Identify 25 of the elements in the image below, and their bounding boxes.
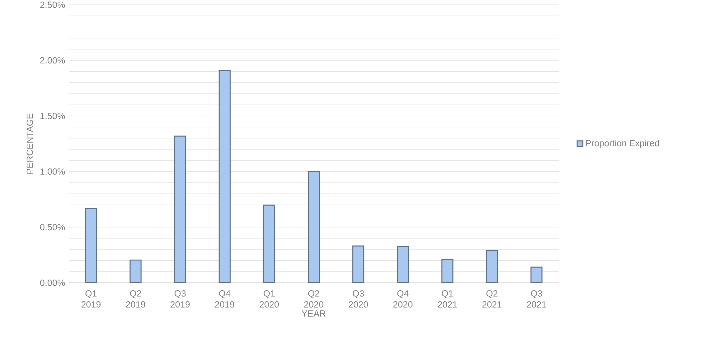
x-tick-label: Q2 2021 bbox=[482, 290, 502, 308]
bar bbox=[308, 171, 320, 283]
x-tick-label: Q3 2020 bbox=[349, 290, 368, 308]
x-tick-label: Q4 2020 bbox=[394, 290, 413, 308]
x-tick-label: Q1 2019 bbox=[82, 290, 101, 308]
x-tick-label: Q3 2021 bbox=[527, 290, 546, 308]
y-tick-label: 2.00% bbox=[40, 57, 66, 64]
legend-label: Proportion Expired bbox=[586, 140, 660, 148]
bar bbox=[263, 204, 276, 283]
y-tick-label: 1.00% bbox=[40, 168, 66, 175]
y-axis-title: PERCENTAGE bbox=[26, 114, 34, 174]
x-tick-label: Q1 2021 bbox=[438, 290, 458, 308]
x-tick-label: Q3 2019 bbox=[170, 290, 190, 308]
x-tick-label: Q2 2020 bbox=[304, 290, 324, 308]
bar bbox=[85, 208, 98, 283]
x-tick-label: Q4 2019 bbox=[215, 290, 234, 308]
bar bbox=[218, 70, 231, 283]
x-tick-label: Q2 2019 bbox=[126, 290, 146, 308]
y-tick-label: 1.50% bbox=[40, 113, 66, 120]
bar bbox=[174, 136, 186, 283]
x-tick-label: Q1 2020 bbox=[260, 290, 280, 308]
y-tick-label: 0.00% bbox=[40, 280, 66, 286]
x-axis-title: YEAR bbox=[302, 310, 326, 317]
y-tick-label: 0.50% bbox=[40, 224, 66, 231]
y-tick-label: 2.50% bbox=[40, 2, 66, 8]
